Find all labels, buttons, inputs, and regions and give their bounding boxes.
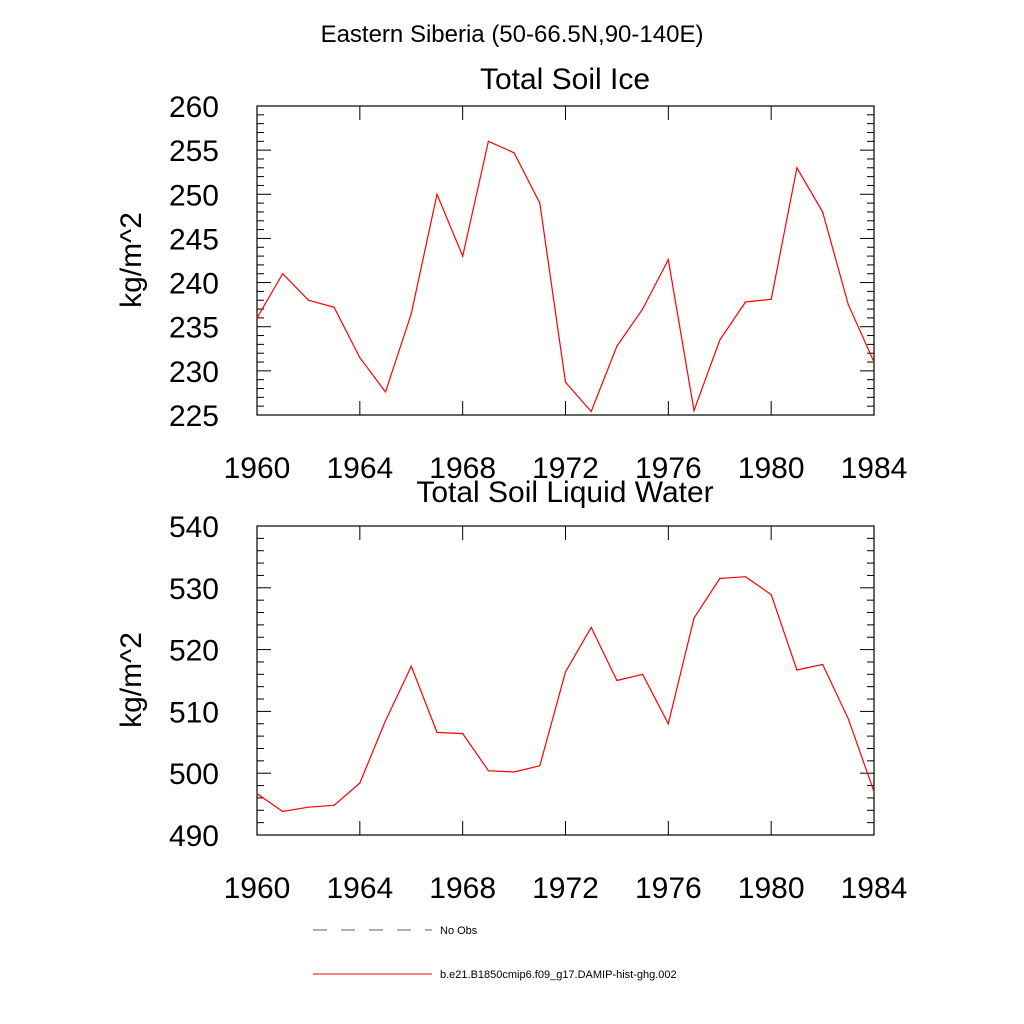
panel-title: Total Soil Liquid Water bbox=[416, 476, 713, 509]
axes: 1960 1964 1968 1972 1976 1980 1984 225 230 235 240… bbox=[169, 91, 907, 485]
x-tick-label: 1960 bbox=[224, 872, 291, 905]
data-point bbox=[693, 409, 695, 412]
x-tick-label: 1980 bbox=[738, 452, 805, 485]
data-point bbox=[436, 731, 438, 734]
y-axis-label: kg/m^2 bbox=[115, 632, 148, 728]
data-point bbox=[462, 733, 464, 735]
plot-area bbox=[256, 140, 875, 413]
data-point bbox=[590, 410, 592, 413]
legend-label-no-obs: No Obs bbox=[440, 925, 478, 937]
data-point bbox=[693, 617, 695, 619]
x-tick-label: 1984 bbox=[841, 872, 908, 905]
y-tick-label: 225 bbox=[169, 400, 219, 433]
data-point bbox=[590, 626, 592, 628]
data-point bbox=[384, 391, 387, 393]
series-line bbox=[256, 576, 875, 813]
data-point bbox=[616, 345, 618, 347]
y-tick-label: 250 bbox=[169, 179, 219, 212]
x-tick-label: 1972 bbox=[532, 872, 599, 905]
data-point bbox=[667, 259, 669, 261]
data-point bbox=[770, 298, 772, 300]
y-tick-label: 500 bbox=[169, 758, 219, 791]
data-point bbox=[256, 792, 258, 795]
panel-title: Total Soil Ice bbox=[480, 63, 650, 96]
data-point bbox=[847, 304, 849, 306]
x-tick-label: 1964 bbox=[326, 872, 393, 905]
y-tick-label: 530 bbox=[169, 573, 219, 606]
axes-frame bbox=[256, 105, 875, 416]
data-point bbox=[333, 804, 335, 806]
data-point bbox=[436, 193, 438, 195]
data-point bbox=[564, 671, 567, 673]
data-point bbox=[796, 167, 798, 169]
figure-title: Eastern Siberia (50-66.5N,90-140E) bbox=[321, 21, 704, 48]
data-point bbox=[487, 770, 489, 772]
y-axis-label: kg/m^2 bbox=[115, 212, 148, 308]
data-point bbox=[642, 308, 644, 310]
x-tick-label: 1960 bbox=[224, 452, 291, 485]
y-tick-label: 510 bbox=[169, 696, 219, 729]
x-tick-label: 1968 bbox=[429, 452, 496, 485]
x-tick-label: 1980 bbox=[738, 872, 805, 905]
data-point bbox=[770, 593, 772, 596]
x-tick-label: 1984 bbox=[841, 452, 908, 485]
data-point bbox=[487, 140, 489, 142]
y-tick-label: 235 bbox=[169, 312, 219, 345]
data-point bbox=[282, 810, 284, 813]
y-tick-label: 490 bbox=[169, 820, 219, 853]
data-point bbox=[564, 381, 567, 383]
x-tick-label: 1964 bbox=[326, 452, 393, 485]
data-point bbox=[642, 673, 644, 675]
data-point bbox=[719, 339, 721, 341]
panel-total-soil-liquid-water: Total Soil Liquid Water kg/m^2 1960 1964 1… bbox=[115, 476, 907, 905]
data-point bbox=[513, 152, 515, 154]
plot-area bbox=[256, 576, 875, 813]
data-point bbox=[359, 782, 361, 784]
data-point bbox=[821, 211, 824, 213]
y-tick-label: 520 bbox=[169, 635, 219, 668]
data-point bbox=[796, 669, 798, 671]
data-point bbox=[539, 765, 541, 767]
data-point bbox=[307, 299, 310, 301]
y-tick-label: 240 bbox=[169, 268, 219, 301]
y-tick-label: 260 bbox=[169, 91, 219, 124]
y-tick-label: 230 bbox=[169, 356, 219, 389]
data-point bbox=[282, 273, 284, 275]
legend: No Obs b.e21.B1850cmip6.f09_g17.DAMIP-hi… bbox=[313, 925, 677, 981]
data-point bbox=[744, 301, 747, 303]
data-point bbox=[256, 317, 258, 319]
panel-total-soil-ice: Total Soil Ice kg/m^2 1960 1964 1968 1972 19… bbox=[115, 63, 907, 485]
data-point bbox=[359, 357, 361, 359]
y-tick-label: 540 bbox=[169, 511, 219, 544]
data-point bbox=[873, 361, 875, 363]
x-tick-label: 1968 bbox=[429, 872, 496, 905]
legend-label-model: b.e21.B1850cmip6.f09_g17.DAMIP-hist-ghg.… bbox=[440, 969, 677, 981]
data-point bbox=[307, 806, 310, 808]
data-point bbox=[873, 791, 875, 793]
data-point bbox=[821, 663, 824, 666]
y-tick-label: 255 bbox=[169, 135, 219, 168]
x-tick-label: 1976 bbox=[635, 452, 702, 485]
x-tick-label: 1976 bbox=[635, 872, 702, 905]
y-tick-label: 245 bbox=[169, 223, 219, 256]
data-point bbox=[410, 665, 412, 667]
data-point bbox=[333, 306, 335, 308]
data-point bbox=[719, 577, 721, 580]
data-point bbox=[384, 720, 387, 722]
data-point bbox=[513, 771, 515, 773]
series-line bbox=[256, 140, 875, 413]
data-point bbox=[667, 723, 669, 725]
data-point bbox=[539, 202, 541, 204]
data-point bbox=[462, 255, 464, 257]
data-point bbox=[410, 312, 412, 315]
data-point bbox=[744, 576, 747, 578]
data-point bbox=[616, 679, 618, 682]
data-point bbox=[847, 718, 849, 720]
x-tick-label: 1972 bbox=[532, 452, 599, 485]
axes: 1960 1964 1968 1972 1976 1980 1984 490 500 510 520… bbox=[169, 511, 907, 905]
axes-frame bbox=[256, 525, 875, 836]
